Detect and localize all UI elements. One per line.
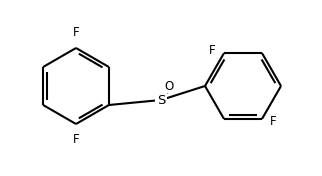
Text: F: F bbox=[270, 115, 277, 128]
Text: F: F bbox=[73, 26, 79, 39]
Text: F: F bbox=[209, 44, 216, 57]
Text: F: F bbox=[73, 133, 79, 146]
Text: S: S bbox=[157, 93, 165, 106]
Text: O: O bbox=[164, 80, 174, 93]
